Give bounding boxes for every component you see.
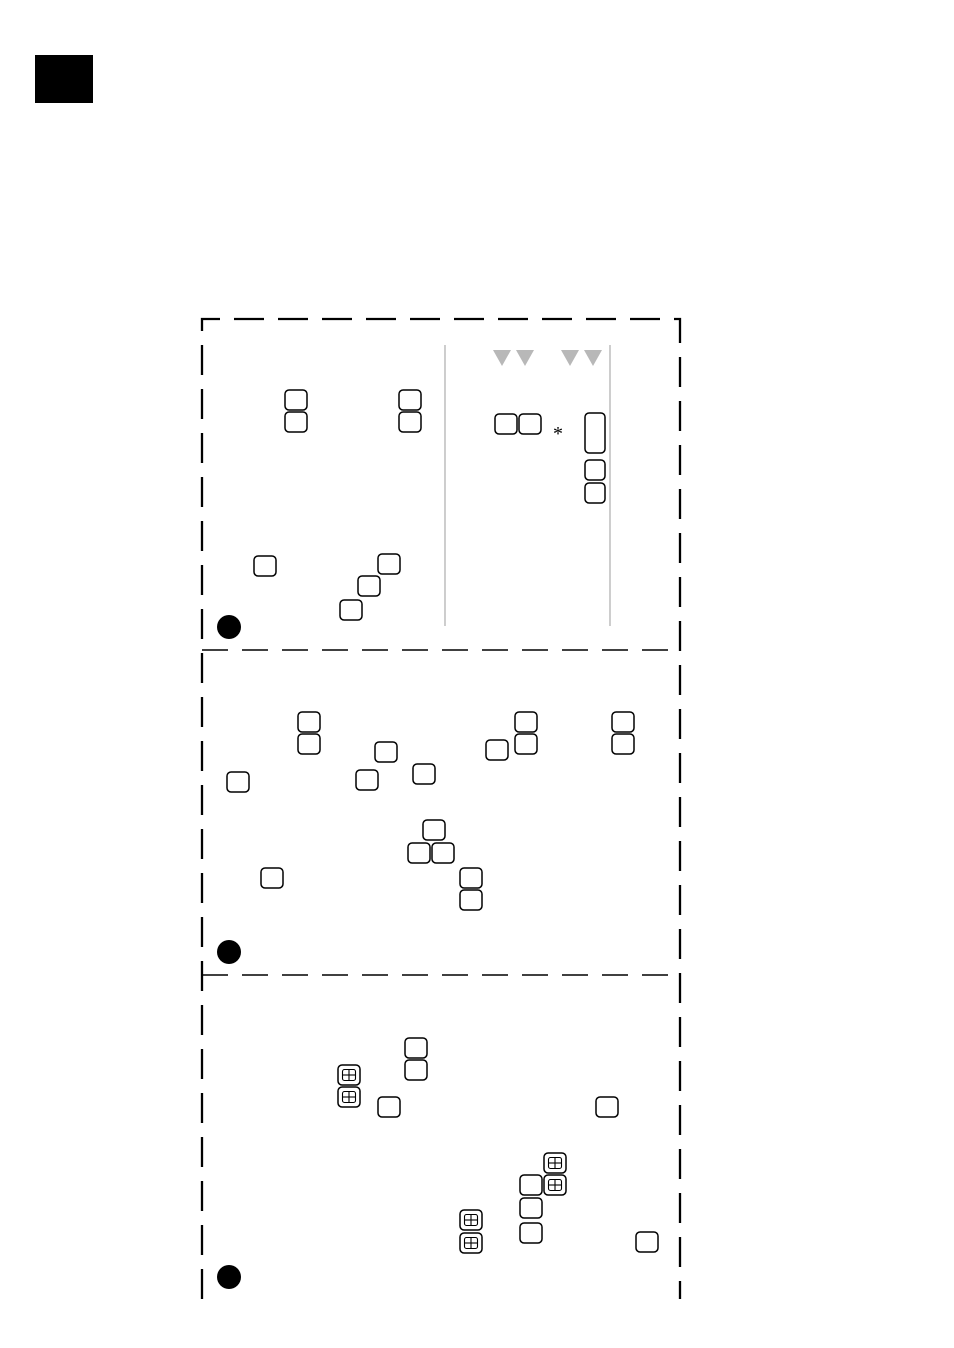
- triangle-marker-4: [584, 350, 602, 366]
- s2-box-13: [432, 843, 454, 863]
- s1-box-0: [285, 390, 307, 410]
- s1-box-12: [340, 600, 362, 620]
- s1-box-9: [254, 556, 276, 576]
- s1-box-8: [585, 483, 605, 503]
- asterisk-marker: *: [553, 423, 563, 445]
- s3-box-0: [405, 1038, 427, 1058]
- section-dot-2: [217, 940, 241, 964]
- s3-box-1: [405, 1060, 427, 1080]
- s3-hashbox-0: [338, 1065, 360, 1085]
- triangle-marker-3: [561, 350, 579, 366]
- section-dot-3: [217, 1265, 241, 1289]
- s2-box-7: [515, 734, 537, 754]
- s1-box-7: [585, 460, 605, 480]
- s2-box-15: [460, 868, 482, 888]
- s3-hashbox-5: [460, 1233, 482, 1253]
- triangle-marker-1: [493, 350, 511, 366]
- s2-box-6: [515, 712, 537, 732]
- s1-box-1: [285, 412, 307, 432]
- s2-box-5: [486, 740, 508, 760]
- triangle-marker-2: [516, 350, 534, 366]
- s3-box-7: [636, 1232, 658, 1252]
- s2-box-3: [356, 770, 378, 790]
- s2-box-0: [298, 712, 320, 732]
- s3-hashbox-2: [544, 1153, 566, 1173]
- s3-box-5: [520, 1198, 542, 1218]
- section-dot-1: [217, 615, 241, 639]
- s1-box-3: [399, 412, 421, 432]
- s1-box-11: [358, 576, 380, 596]
- s2-box-2: [375, 742, 397, 762]
- s3-hashbox-4: [460, 1210, 482, 1230]
- s2-box-14: [261, 868, 283, 888]
- s1-box-6: [585, 413, 605, 453]
- s2-box-1: [298, 734, 320, 754]
- s3-box-6: [520, 1223, 542, 1243]
- s2-box-9: [612, 734, 634, 754]
- s2-box-4: [413, 764, 435, 784]
- s2-box-12: [408, 843, 430, 863]
- s3-box-4: [520, 1175, 542, 1195]
- s1-box-4: [495, 414, 517, 434]
- s2-box-16: [460, 890, 482, 910]
- s3-box-3: [596, 1097, 618, 1117]
- s3-hashbox-3: [544, 1175, 566, 1195]
- outer-frame: [202, 319, 680, 1299]
- s1-box-5: [519, 414, 541, 434]
- s1-box-10: [378, 554, 400, 574]
- s3-box-2: [378, 1097, 400, 1117]
- s1-box-2: [399, 390, 421, 410]
- s3-hashbox-1: [338, 1087, 360, 1107]
- s2-box-10: [227, 772, 249, 792]
- diagram-canvas: *: [0, 0, 954, 1348]
- corner-marker: [35, 55, 93, 103]
- s2-box-8: [612, 712, 634, 732]
- s2-box-11: [423, 820, 445, 840]
